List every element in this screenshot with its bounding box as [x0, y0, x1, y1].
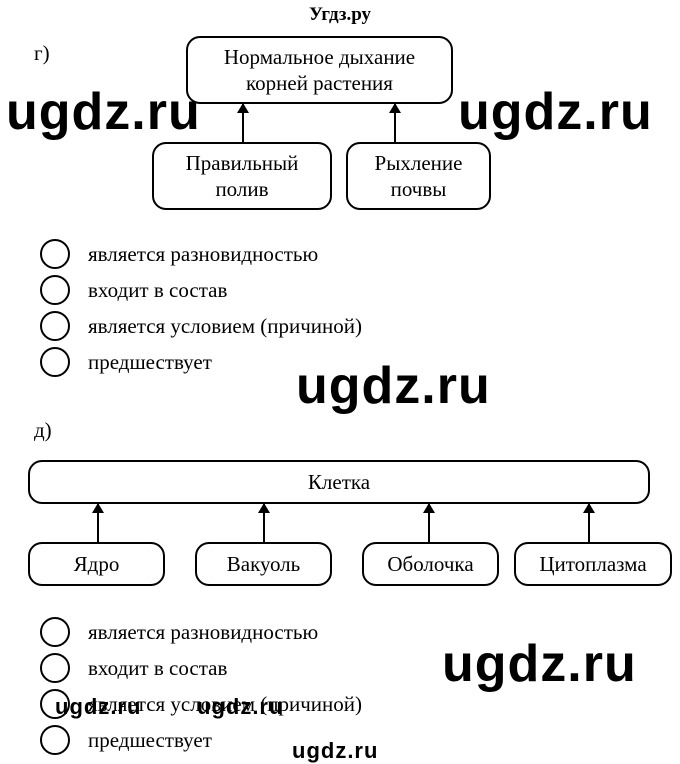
radio-circle[interactable]	[40, 347, 70, 377]
option-row: входит в состав	[40, 272, 362, 308]
watermark: ugdz.ru	[458, 82, 653, 142]
box-d-2: Вакуоль	[195, 542, 332, 586]
option-row: входит в состав	[40, 650, 362, 686]
arrow-d-2	[263, 504, 265, 542]
arrow-g-left	[242, 104, 244, 142]
watermark: ugdz.ru	[442, 634, 637, 694]
radio-circle[interactable]	[40, 275, 70, 305]
radio-circle[interactable]	[40, 653, 70, 683]
box-g-left: Правильный полив	[152, 142, 332, 210]
option-text: предшествует	[88, 350, 212, 375]
radio-circle[interactable]	[40, 239, 70, 269]
option-text: предшествует	[88, 728, 212, 753]
arrow-g-right	[394, 104, 396, 142]
options-g: является разновидностью входит в состав …	[40, 236, 362, 380]
box-g-top: Нормальное дыхание корней растения	[186, 36, 453, 104]
option-row: является разновидностью	[40, 614, 362, 650]
radio-circle[interactable]	[40, 689, 70, 719]
option-row: предшествует	[40, 344, 362, 380]
option-text: входит в состав	[88, 656, 227, 681]
option-row: является условием (причиной)	[40, 308, 362, 344]
arrow-d-4	[588, 504, 590, 542]
box-g-right: Рыхление почвы	[346, 142, 491, 210]
option-row: является условием (причиной)	[40, 686, 362, 722]
option-text: входит в состав	[88, 278, 227, 303]
arrow-d-1	[97, 504, 99, 542]
option-text: является разновидностью	[88, 620, 318, 645]
arrow-d-3	[428, 504, 430, 542]
box-d-3: Оболочка	[362, 542, 499, 586]
option-row: является разновидностью	[40, 236, 362, 272]
section-letter-d: д)	[34, 418, 52, 443]
box-d-top: Клетка	[28, 460, 650, 504]
page-header: Угдз.ру	[0, 0, 680, 26]
section-letter-g: г)	[34, 41, 50, 66]
box-d-1: Ядро	[28, 542, 165, 586]
option-text: является условием (причиной)	[88, 314, 362, 339]
watermark: ugdz.ru	[6, 82, 201, 142]
option-text: является условием (причиной)	[88, 692, 362, 717]
page: Угдз.ру г) Нормальное дыхание корней рас…	[0, 0, 680, 763]
option-row: предшествует	[40, 722, 362, 758]
box-d-4: Цитоплазма	[514, 542, 672, 586]
radio-circle[interactable]	[40, 617, 70, 647]
radio-circle[interactable]	[40, 725, 70, 755]
options-d: является разновидностью входит в состав …	[40, 614, 362, 758]
radio-circle[interactable]	[40, 311, 70, 341]
option-text: является разновидностью	[88, 242, 318, 267]
